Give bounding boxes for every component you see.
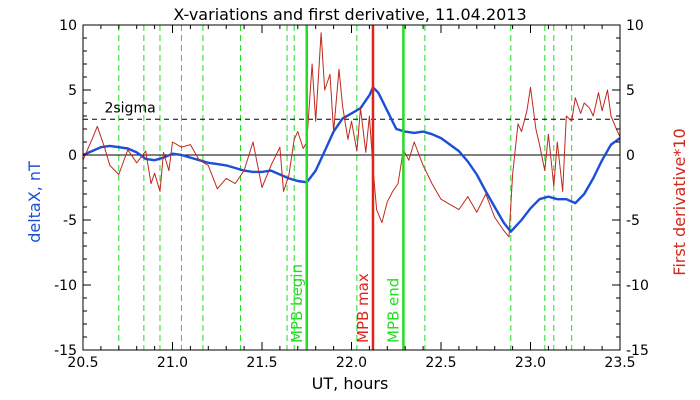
y-tick-label-left: 10 — [59, 18, 77, 34]
x-tick-label: 23.0 — [515, 355, 546, 371]
series-line-deltax — [82, 86, 621, 233]
x-tick-label: 20.5 — [67, 355, 98, 371]
threshold-label: 2sigma — [104, 100, 155, 116]
y-tick-label-left: -5 — [63, 213, 77, 229]
x-tick-label: 21.0 — [157, 355, 188, 371]
x-tick-label: 23.5 — [604, 355, 635, 371]
y-tick-label-left: -15 — [54, 343, 77, 359]
marker-label: MPB end — [384, 278, 402, 343]
y-tick-label-left: 0 — [68, 148, 77, 164]
x-tick-label: 22.5 — [425, 355, 456, 371]
y-tick-label-right: -5 — [626, 213, 640, 229]
x-axis-label: UT, hours — [312, 374, 389, 393]
plot-area: 2sigma MPB begin MPB max MPB end 20.5 21.0 21.… — [54, 18, 649, 371]
plot-frame — [82, 24, 621, 351]
marker-label: MPB max — [354, 273, 372, 343]
x-tick-label: 22.0 — [336, 355, 367, 371]
x-tick-label: 21.5 — [246, 355, 277, 371]
y-tick-label-right: -15 — [626, 343, 649, 359]
y-axis-label-left: deltaX, nT — [25, 161, 44, 243]
series-line-derivative — [82, 32, 621, 238]
y-axis-label-right: First derivative*10 — [670, 128, 689, 275]
y-tick-label-right: 0 — [626, 148, 635, 164]
y-tick-label-right: 5 — [626, 83, 635, 99]
y-tick-label-right: -10 — [626, 278, 649, 294]
y-tick-label-right: 10 — [626, 18, 644, 34]
chart-title: X-variations and first derivative, 11.04… — [173, 5, 526, 24]
marker-label: MPB begin — [288, 264, 306, 343]
y-tick-label-left: 5 — [68, 83, 77, 99]
y-tick-label-left: -10 — [54, 278, 77, 294]
